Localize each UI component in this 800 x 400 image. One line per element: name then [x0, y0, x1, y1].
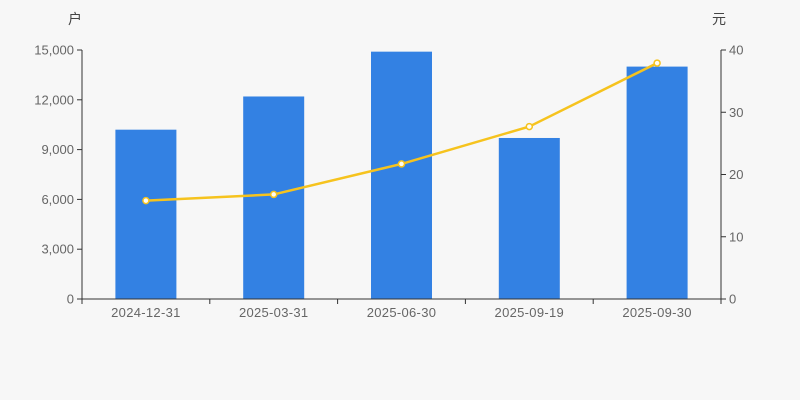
right-axis-tick-label: 0: [729, 292, 736, 307]
line-point-marker[interactable]: [653, 59, 661, 67]
left-axis-tick-label: 3,000: [41, 242, 74, 257]
line-point-marker[interactable]: [397, 160, 406, 168]
x-axis-category-label: 2025-09-19: [495, 305, 565, 320]
line-point-marker[interactable]: [525, 122, 534, 131]
left-axis-tick-label: 15,000: [34, 43, 74, 58]
right-axis-tick-label: 40: [729, 43, 743, 58]
left-axis-tick-label: 6,000: [41, 192, 74, 207]
line-point-marker[interactable]: [142, 196, 150, 205]
bar[interactable]: [498, 137, 560, 299]
bar[interactable]: [371, 51, 432, 299]
line-point-marker[interactable]: [269, 190, 278, 199]
bar[interactable]: [626, 66, 688, 299]
x-axis-category-label: 2024-12-31: [111, 305, 181, 320]
left-axis-tick-label: 12,000: [34, 92, 74, 107]
right-axis-tick-label: 20: [729, 167, 743, 182]
right-axis-tick-label: 30: [729, 105, 743, 120]
x-axis-category-label: 2025-03-31: [239, 305, 309, 320]
right-axis-title: 元: [712, 11, 726, 27]
left-axis-title: 户: [68, 11, 82, 27]
x-axis-category-label: 2025-09-30: [622, 305, 692, 320]
left-axis-tick-label: 0: [67, 292, 74, 307]
right-axis-tick-label: 10: [729, 229, 743, 244]
x-axis-category-label: 2025-06-30: [367, 305, 437, 320]
left-axis-tick-label: 9,000: [41, 142, 74, 157]
bar[interactable]: [115, 129, 177, 299]
